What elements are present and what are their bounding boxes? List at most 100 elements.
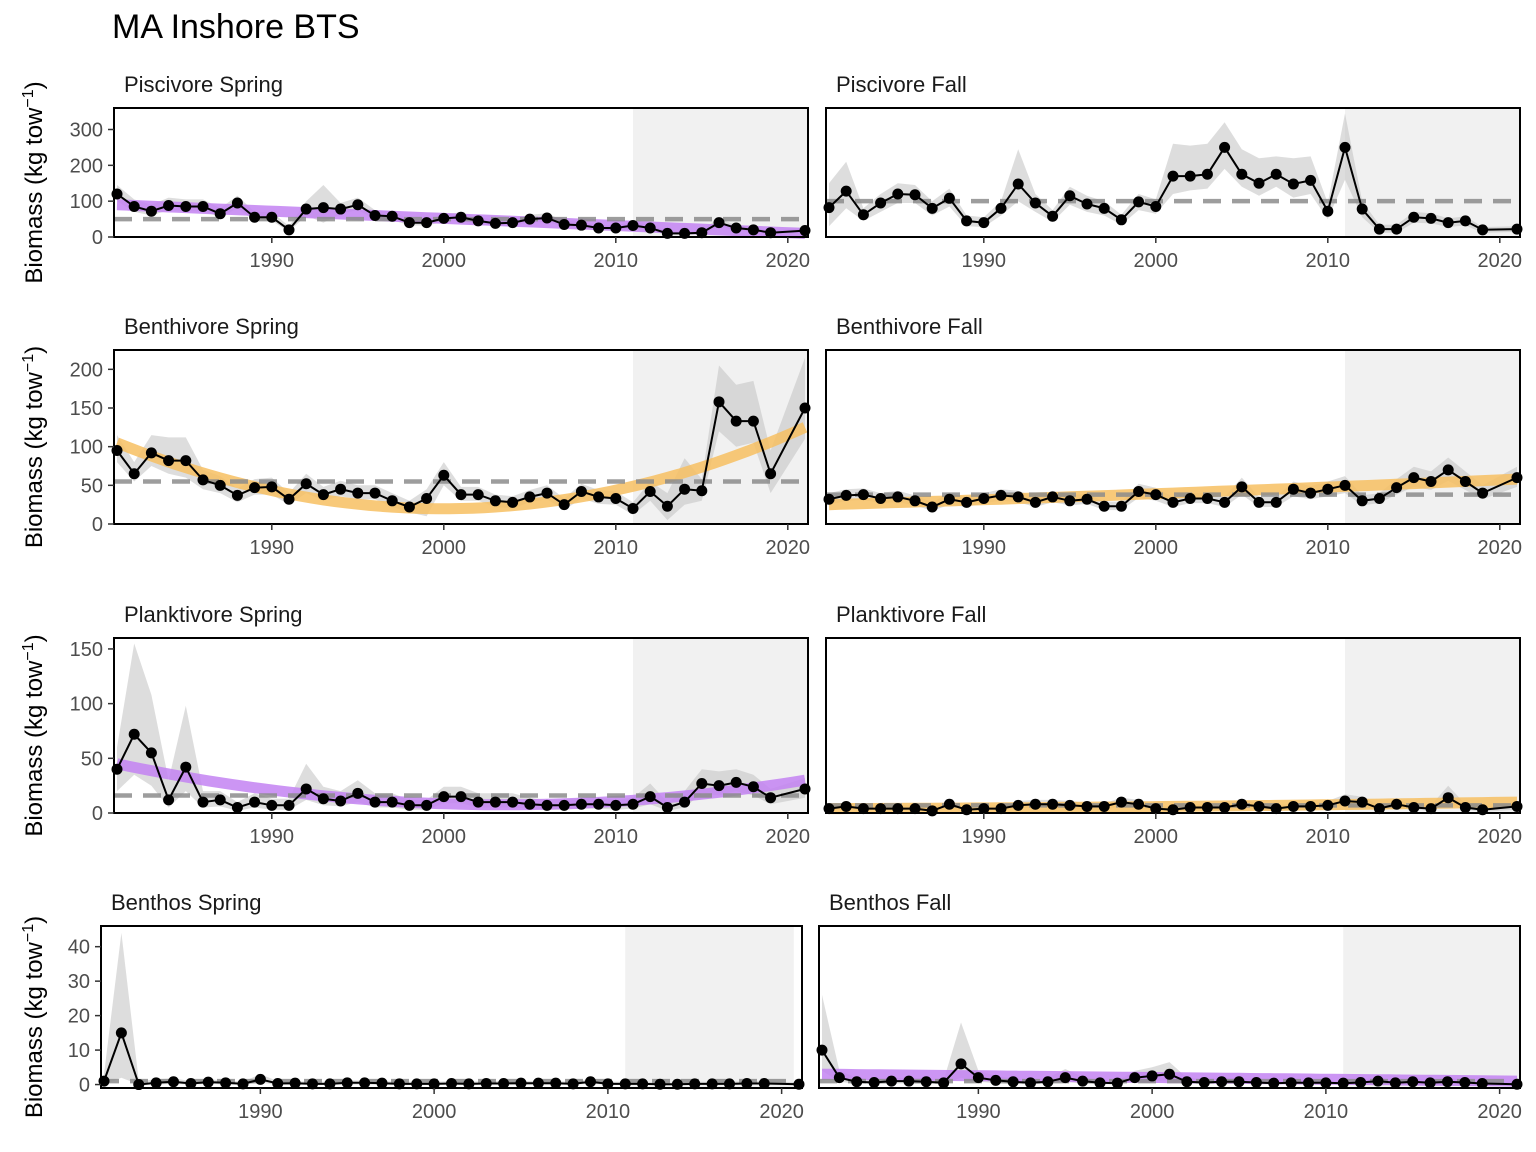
data-point <box>857 489 869 501</box>
y-tick-label: 40 <box>68 937 90 959</box>
y-axis-label-text: Biomass (kg tow <box>21 660 48 837</box>
data-point <box>1355 1076 1367 1088</box>
data-point <box>926 202 938 214</box>
data-point <box>875 197 887 209</box>
data-point <box>706 1078 718 1090</box>
recent-years-shade <box>1343 926 1520 1088</box>
y-axis-label-superscript: −1 <box>20 354 37 372</box>
data-point <box>1098 500 1110 512</box>
x-tick-label: 1990 <box>956 1101 1001 1123</box>
panel-border <box>825 107 1521 238</box>
x-tick-label: 1990 <box>250 250 295 272</box>
data-point <box>283 224 295 236</box>
x-tick-label: 2000 <box>1134 250 1179 272</box>
data-point <box>283 493 295 505</box>
data-point <box>507 796 519 808</box>
y-axis-label-superscript: −1 <box>20 924 37 942</box>
data-point <box>1184 492 1196 504</box>
data-point <box>661 802 673 814</box>
y-tick-label: 50 <box>81 475 103 497</box>
x-tick-label: 2020 <box>766 826 811 848</box>
data-point <box>696 485 708 497</box>
data-point <box>1337 1077 1349 1089</box>
data-point <box>610 222 622 234</box>
data-point <box>892 491 904 503</box>
panel-border <box>818 925 1521 1089</box>
data-point <box>359 1077 371 1089</box>
y-axis-label-text: Biomass (kg tow <box>21 941 48 1118</box>
data-point <box>150 1077 162 1089</box>
y-axis-label-close: ) <box>21 81 48 89</box>
data-point <box>1442 464 1454 476</box>
data-point <box>730 415 742 427</box>
data-point <box>1339 795 1351 807</box>
data-point <box>214 208 226 220</box>
data-point <box>747 781 759 793</box>
x-tick-label: 2010 <box>1306 537 1351 559</box>
data-point <box>575 486 587 498</box>
data-point <box>1339 479 1351 491</box>
data-point <box>324 1078 336 1090</box>
data-point <box>1356 495 1368 507</box>
y-axis-label: Biomass (kg tow−1) <box>20 916 48 1118</box>
data-point <box>180 455 192 467</box>
data-point <box>1305 174 1317 186</box>
panel-benthos-spring: Benthos Spring 1990 2000 2010 2020 0 10 20 30 40 <box>68 890 805 1123</box>
data-point <box>1047 798 1059 810</box>
data-point <box>335 203 347 215</box>
data-point <box>857 803 869 815</box>
data-point <box>507 496 519 508</box>
series-line <box>116 399 806 510</box>
y-axis-label-close: ) <box>21 916 48 924</box>
data-point <box>1322 483 1334 495</box>
data-point <box>1007 1076 1019 1088</box>
data-point <box>679 483 691 495</box>
data-point <box>610 492 622 504</box>
x-tick-label: 2000 <box>412 1101 457 1123</box>
x-tick-label: 2020 <box>1478 250 1523 272</box>
panel-title: Piscivore Spring <box>124 72 283 97</box>
x-tick-label: 1990 <box>250 537 295 559</box>
data-point <box>943 192 955 204</box>
data-point <box>231 802 243 814</box>
data-point <box>689 1078 701 1090</box>
data-point <box>1356 796 1368 808</box>
data-point <box>1111 1077 1123 1089</box>
data-point <box>840 489 852 501</box>
data-point <box>1373 223 1385 235</box>
data-point <box>128 201 140 213</box>
data-point <box>875 492 887 504</box>
data-point <box>903 1075 915 1087</box>
x-tick-label: 2020 <box>1478 826 1523 848</box>
data-point <box>1146 1070 1158 1082</box>
data-point <box>1047 210 1059 222</box>
y-tick-label: 200 <box>70 359 103 381</box>
data-point <box>1059 1072 1071 1084</box>
data-point <box>909 495 921 507</box>
data-point <box>1287 483 1299 495</box>
data-point <box>758 1078 770 1090</box>
data-point <box>1094 1077 1106 1089</box>
data-point <box>995 489 1007 501</box>
y-axis-label-superscript: −1 <box>20 642 37 660</box>
data-point <box>593 491 605 503</box>
data-point <box>1167 170 1179 182</box>
data-point <box>254 1073 266 1085</box>
data-point <box>627 798 639 810</box>
data-point <box>1233 1076 1245 1088</box>
data-point <box>1081 198 1093 210</box>
data-point <box>231 197 243 209</box>
confidence-ribbon <box>117 357 805 521</box>
data-point <box>403 501 415 513</box>
data-point <box>480 1078 492 1090</box>
data-point <box>307 1078 318 1090</box>
data-point <box>1201 492 1213 504</box>
data-point <box>679 796 691 808</box>
data-point <box>220 1077 232 1089</box>
data-point <box>909 803 921 815</box>
data-point <box>1184 170 1196 182</box>
data-point <box>1081 493 1093 505</box>
x-tick-label: 2020 <box>759 1101 804 1123</box>
panel-benthos-fall: Benthos Fall 1990 2000 2010 2020 <box>816 890 1523 1123</box>
